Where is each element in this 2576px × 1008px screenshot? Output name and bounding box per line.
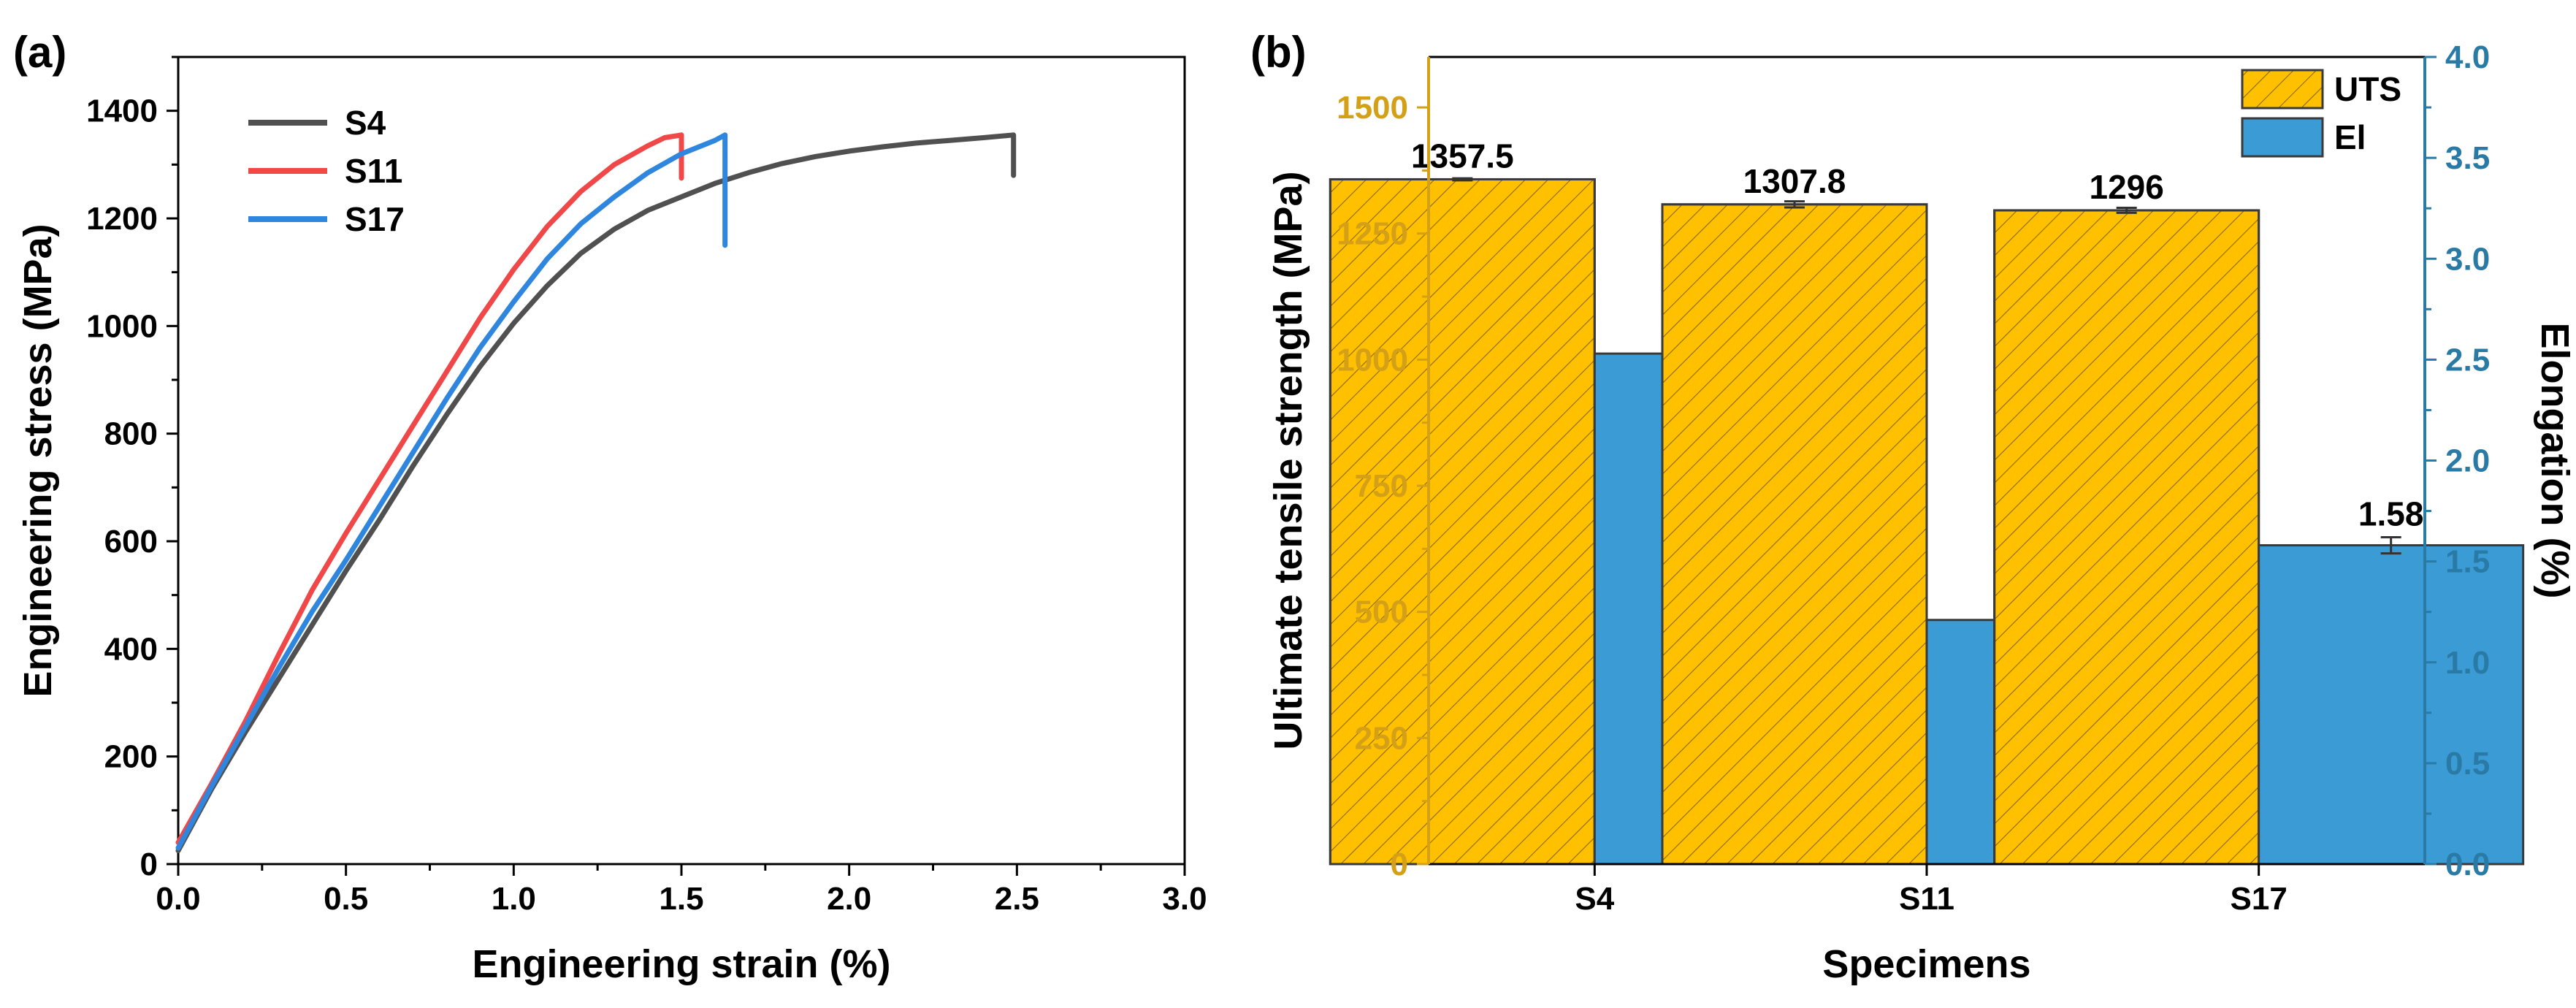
panel-b-label: (b) (1250, 28, 1307, 77)
y-tick-label: 0 (140, 847, 158, 882)
right-tick-label: 2.5 (2445, 342, 2490, 378)
panel-a-axes: 0.0 0.5 1.0 1.5 2.0 2.5 3.0 0 200 400 600 800 1000 12… (86, 56, 1207, 917)
legend-label-s17: S17 (345, 200, 405, 238)
right-tick-label: 3.5 (2445, 140, 2490, 176)
series-line-s11 (175, 132, 684, 845)
uts-bar-hatch-s4 (1329, 177, 1596, 866)
x-tick-label: 2.0 (827, 881, 871, 917)
panel-b-left-axis-label: Ultimate tensile strength (MPa) (1266, 171, 1310, 749)
x-category-label-s4: S4 (1575, 881, 1614, 917)
y-tick-label: 1400 (86, 93, 158, 129)
right-tick-label: 3.0 (2445, 241, 2490, 277)
x-tick-label: 2.5 (995, 881, 1039, 917)
panel-b-bars: 1357.52.531307.81.2112961.58 (1329, 137, 2525, 866)
x-tick-label: 1.0 (492, 881, 536, 917)
uts-value-label-s17: 1296 (2089, 168, 2163, 206)
left-tick-label: 250 (1355, 720, 1408, 756)
right-tick-label: 1.5 (2445, 544, 2490, 580)
y-tick-label: 1000 (86, 308, 158, 344)
panel-a-x-axis-label: Engineering strain (%) (472, 942, 890, 986)
series-line-s17 (175, 132, 728, 851)
legend-label-s11: S11 (345, 152, 402, 190)
x-tick-label: 3.0 (1162, 881, 1207, 917)
left-tick-label: 0 (1391, 847, 1408, 882)
y-tick-label: 1200 (86, 201, 158, 237)
panel-b-axes: S4 S11 S17 0 250 500 750 1000 1250 1500 0.0 0.5 1.0 1… (1337, 39, 2490, 917)
x-category-label-s17: S17 (2231, 881, 2288, 917)
x-tick-label: 0.0 (156, 881, 200, 917)
y-tick-label: 200 (104, 739, 158, 775)
right-tick-label: 2.0 (2445, 443, 2490, 479)
left-tick-label: 1500 (1337, 90, 1408, 126)
panel-b-legend: UTS El (2241, 69, 2401, 158)
right-tick-label: 1.0 (2445, 645, 2490, 681)
uts-bar-hatch-s17 (1993, 209, 2260, 866)
series-line-s4 (175, 132, 1017, 854)
panel-b-bar-chart: (b) 1357.52.531307.81.2112961.58 S4S11S1… (1250, 28, 2576, 986)
left-tick-label: 1000 (1337, 342, 1408, 378)
right-tick-label: 0.0 (2445, 847, 2490, 882)
left-tick-label: 750 (1355, 468, 1408, 504)
left-tick-label: 1250 (1337, 216, 1408, 252)
panel-a-legend: S4 S11 S17 (248, 104, 405, 238)
x-category-label-s11: S11 (1899, 881, 1954, 917)
legend-label-el: El (2334, 118, 2366, 156)
legend-label-uts: UTS (2334, 70, 2401, 108)
legend-swatch-hatch (2241, 69, 2324, 110)
y-tick-label: 600 (104, 524, 158, 560)
panel-a-series (175, 132, 1017, 854)
panel-b-x-axis-label: Specimens (1822, 942, 2030, 986)
left-tick-label: 500 (1355, 595, 1408, 630)
panel-a-label: (a) (13, 28, 66, 77)
legend-swatch-el (2241, 117, 2324, 158)
el-value-label-s17: 1.58 (2358, 495, 2424, 532)
uts-value-label-s11: 1307.8 (1743, 162, 1846, 200)
panel-b-right-axis-label: Elongation (%) (2533, 323, 2576, 599)
right-tick-label: 0.5 (2445, 746, 2490, 782)
legend-label-s4: S4 (345, 104, 386, 142)
x-tick-label: 0.5 (324, 881, 368, 917)
uts-value-label-s4: 1357.5 (1411, 137, 1514, 175)
right-tick-label: 4.0 (2445, 39, 2490, 75)
panel-a-line-chart: (a) 0.0 0.5 1.0 1.5 2.0 2.5 3.0 0 200 400 600 800 10… (13, 28, 1207, 986)
panel-a-y-axis-label: Engineering stress (MPa) (16, 224, 60, 697)
x-tick-label: 1.5 (659, 881, 703, 917)
el-bar-s17 (2258, 544, 2525, 866)
y-tick-label: 800 (104, 416, 158, 452)
uts-bar-hatch-s11 (1661, 203, 1928, 866)
y-tick-label: 400 (104, 631, 158, 667)
